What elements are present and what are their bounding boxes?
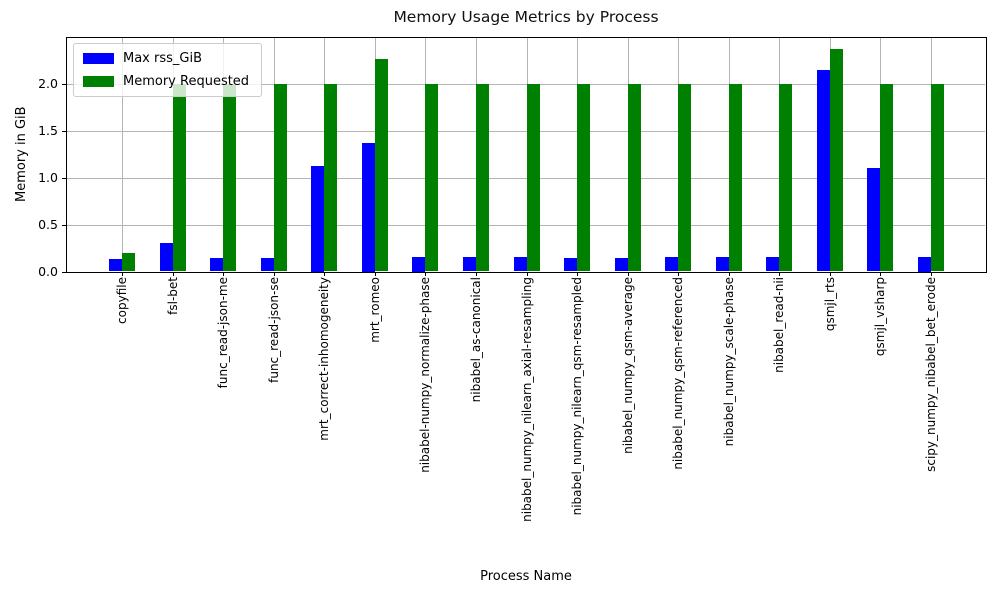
y-tick-mark (62, 224, 66, 226)
bar-memory-requested (678, 83, 692, 272)
bar-memory-requested (223, 83, 237, 272)
x-tick-mark (324, 272, 326, 276)
bar-max-rss-gib (210, 258, 224, 272)
x-tick-mark (122, 272, 123, 276)
bar-max-rss-gib (614, 258, 628, 272)
x-tick-label: nibabel_numpy_qsm-referenced (671, 277, 686, 470)
bar-memory-requested (526, 83, 540, 272)
bar-memory-requested (324, 83, 338, 272)
x-tick-mark (273, 272, 275, 276)
x-tick-mark (627, 272, 629, 276)
bar-max-rss-gib (159, 243, 173, 272)
x-tick-label: nibabel_numpy_nilearn_qsm-resampled (570, 277, 585, 516)
x-tick-mark (678, 272, 680, 276)
chart-title: Memory Usage Metrics by Process (393, 8, 659, 26)
bar-memory-requested (627, 83, 641, 272)
bar-max-rss-gib (311, 165, 325, 272)
x-tick-label: nibabel_numpy_nilearn_axial-resampling (519, 277, 534, 522)
x-tick-label: mrt_correct-inhomogeneity (317, 277, 332, 441)
bar-max-rss-gib (766, 257, 780, 272)
gridline-horizontal (66, 177, 985, 179)
y-tick-mark (62, 177, 66, 179)
bar-max-rss-gib (513, 257, 527, 272)
gridline-horizontal (66, 83, 985, 85)
x-tick-mark (223, 272, 225, 276)
legend: Max rss_GiB Memory Requested (73, 43, 263, 97)
x-tick-mark (425, 272, 427, 276)
x-tick-mark (728, 272, 730, 276)
gridline-horizontal (66, 224, 985, 226)
y-tick-label: 2.0 (38, 75, 58, 91)
legend-label-memory-requested: Memory Requested (123, 74, 250, 89)
x-tick-label: qsmjl_rts (822, 277, 837, 332)
y-tick-label: 1.0 (38, 169, 58, 185)
y-tick-mark (62, 83, 66, 85)
legend-swatch-max-rss (83, 53, 114, 64)
x-tick-mark (172, 272, 174, 276)
x-tick-label: mrt_romeo (367, 277, 382, 343)
bar-max-rss-gib (867, 168, 881, 272)
bar-max-rss-gib (665, 257, 679, 272)
x-tick-mark (526, 272, 528, 276)
bar-memory-requested (273, 83, 287, 272)
bar-max-rss-gib (462, 257, 476, 272)
legend-label-max-rss: Max rss_GiB (123, 51, 203, 66)
bar-max-rss-gib (412, 256, 426, 272)
x-tick-label: fsl-bet (165, 277, 180, 315)
bar-max-rss-gib (260, 258, 274, 272)
x-tick-label: nibabel-numpy_normalize-phase (418, 277, 433, 473)
x-tick-mark (374, 272, 376, 276)
bar-max-rss-gib (109, 259, 122, 272)
x-tick-mark (880, 272, 882, 276)
x-axis-label: Process Name (480, 569, 572, 584)
bar-max-rss-gib (816, 69, 830, 272)
x-tick-mark (577, 272, 579, 276)
x-tick-label: qsmjl_vsharp (873, 277, 888, 357)
x-tick-label: nibabel_numpy_scale-phase (721, 277, 736, 447)
bar-max-rss-gib (918, 256, 931, 272)
gridline-horizontal (66, 130, 985, 132)
bar-max-rss-gib (361, 143, 375, 272)
x-tick-mark (475, 272, 477, 276)
legend-item-memory-requested: Memory Requested (83, 74, 249, 89)
x-tick-label: scipy_numpy_nibabel_bet_erode (924, 277, 938, 472)
bar-memory-requested (425, 83, 439, 272)
y-tick-label: 0.0 (38, 263, 58, 279)
x-tick-label: nibabel_read-nii (772, 277, 787, 373)
bar-max-rss-gib (715, 257, 729, 272)
y-tick-label: 0.5 (38, 216, 58, 232)
x-tick-label: func_read-json-me (216, 277, 231, 389)
bar-memory-requested (779, 83, 793, 272)
bar-memory-requested (475, 83, 489, 272)
x-tick-label: nibabel_as-canonical (468, 277, 483, 403)
x-tick-label: copyfile (115, 277, 129, 324)
y-tick-label: 1.5 (38, 122, 58, 138)
x-tick-label: nibabel_numpy_qsm-average (620, 277, 635, 454)
x-tick-mark (829, 272, 831, 276)
bar-memory-requested (577, 83, 591, 272)
bar-memory-requested (122, 252, 135, 272)
gridline-vertical (122, 37, 123, 271)
x-tick-label: func_read-json-se (266, 277, 281, 383)
legend-item-max-rss: Max rss_GiB (83, 51, 249, 66)
bar-memory-requested (728, 83, 742, 272)
bar-memory-requested (374, 58, 388, 272)
x-tick-mark (931, 272, 932, 276)
bar-memory-requested (880, 83, 894, 272)
y-axis-label: Memory in GiB (14, 106, 29, 202)
bar-memory-requested (172, 83, 186, 272)
legend-swatch-memory-requested (83, 76, 114, 87)
bar-memory-requested (931, 83, 944, 272)
bar-max-rss-gib (564, 258, 578, 272)
bar-memory-requested (829, 49, 843, 272)
y-tick-mark (62, 271, 66, 273)
x-tick-mark (779, 272, 781, 276)
y-tick-mark (62, 130, 66, 132)
